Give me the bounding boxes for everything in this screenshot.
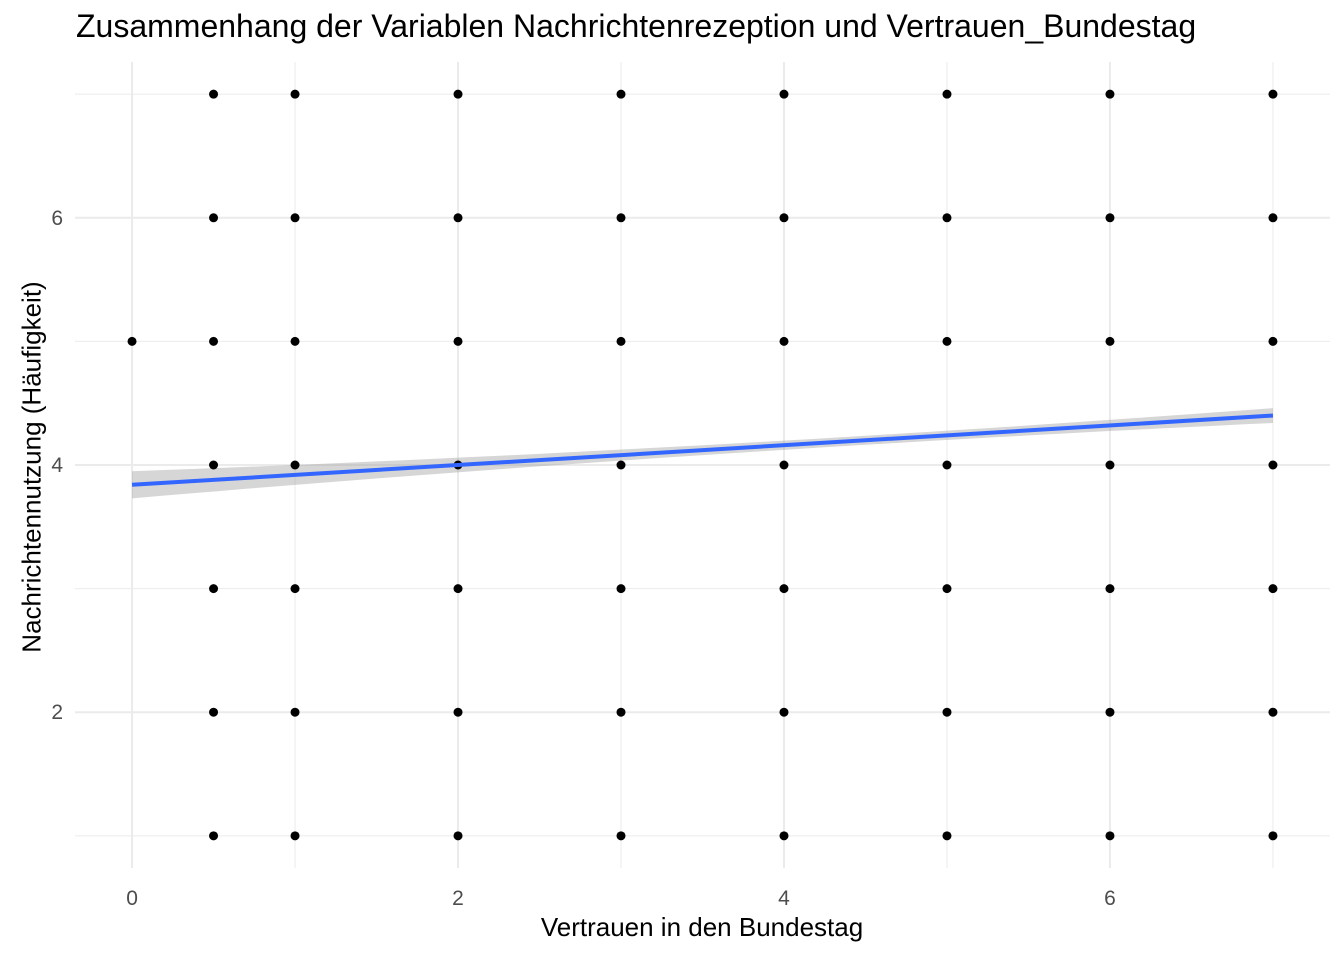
chart-title: Zusammenhang der Variablen Nachrichtenre… [76,8,1197,44]
data-point [779,584,789,594]
data-points [127,89,1278,841]
data-point [453,584,463,594]
data-point [290,336,300,346]
data-point [1268,707,1278,717]
y-axis-label: Nachrichtennutzung (Häufigkeit) [16,281,47,653]
y-tick-label: 2 [51,701,63,724]
x-tick-label: 4 [778,887,790,910]
data-point [453,336,463,346]
data-point [1268,460,1278,470]
data-point [616,336,626,346]
data-point [1105,213,1115,223]
trend-line [131,413,1274,487]
data-point [616,460,626,470]
data-point [1105,707,1115,717]
data-point [209,213,219,223]
data-point [1268,213,1278,223]
data-point [453,213,463,223]
y-tick-label: 4 [51,454,63,477]
data-point [453,707,463,717]
data-point [616,584,626,594]
data-point [779,707,789,717]
data-point [1105,584,1115,594]
x-tick-label: 6 [1104,887,1116,910]
data-point [942,707,952,717]
confidence-band [132,408,1273,499]
y-axis-ticks: 2 4 6 [51,207,63,724]
data-point [209,831,219,841]
data-point [1105,89,1115,99]
y-tick-label: 6 [51,207,63,230]
data-point [942,89,952,99]
data-point [290,707,300,717]
data-point [290,213,300,223]
data-point [779,336,789,346]
data-point [209,584,219,594]
data-point [1268,831,1278,841]
data-point [779,831,789,841]
data-point [127,336,137,346]
data-point [942,831,952,841]
confidence-band-area [132,408,1273,499]
x-tick-label: 0 [126,887,138,910]
data-point [942,213,952,223]
data-point [616,213,626,223]
data-point [1268,336,1278,346]
x-axis-label: Vertrauen in den Bundestag [540,912,864,942]
data-point [209,89,219,99]
data-point [1105,336,1115,346]
data-point [290,89,300,99]
data-point [1268,584,1278,594]
data-point [453,831,463,841]
data-point [779,89,789,99]
data-point [290,584,300,594]
data-point [942,584,952,594]
data-point [453,89,463,99]
data-point [290,831,300,841]
data-point [209,460,219,470]
data-point [942,460,952,470]
x-tick-label: 2 [452,887,464,910]
data-point [1105,460,1115,470]
data-point [779,460,789,470]
data-point [616,707,626,717]
data-point [616,89,626,99]
data-point [1268,89,1278,99]
data-point [209,336,219,346]
x-axis-ticks: 0 2 4 6 [126,887,1116,910]
trend-line-group [131,413,1274,487]
data-point [942,336,952,346]
data-point [209,707,219,717]
data-point [290,460,300,470]
data-point [616,831,626,841]
data-point [1105,831,1115,841]
gridlines [75,62,1330,868]
data-point [779,213,789,223]
